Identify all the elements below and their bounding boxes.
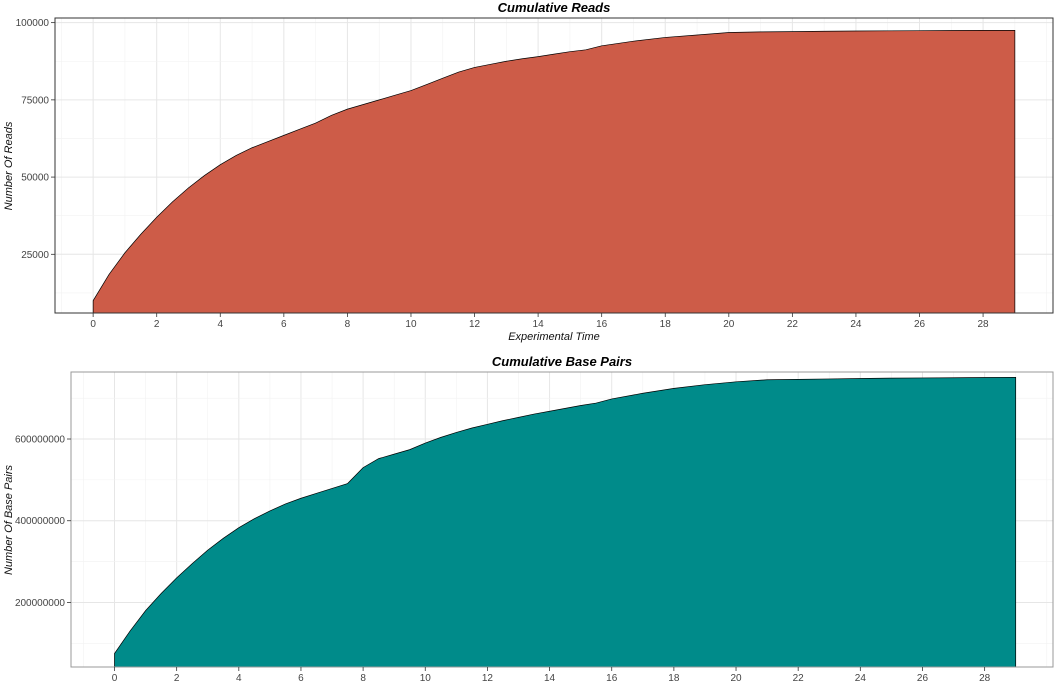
reads-x-tick-label: 24 — [850, 319, 862, 330]
base-pairs-x-tick-label: 18 — [668, 673, 680, 684]
reads-x-tick-label: 16 — [596, 319, 608, 330]
base-pairs-x-tick-label: 24 — [855, 673, 867, 684]
reads-y-axis-title: Number Of Reads — [3, 121, 15, 210]
base-pairs-x-tick-label: 26 — [917, 673, 929, 684]
reads-y-axis: 25000 50000 75000 100000 — [16, 18, 55, 261]
reads-x-axis-title: Experimental Time — [508, 331, 600, 343]
reads-x-tick-label: 6 — [281, 319, 287, 330]
base-pairs-y-tick-label: 600000000 — [15, 435, 65, 446]
base-pairs-x-tick-label: 14 — [544, 673, 556, 684]
reads-x-tick-label: 10 — [405, 319, 417, 330]
reads-x-tick-label: 4 — [217, 319, 223, 330]
base-pairs-area — [114, 376, 1017, 668]
reads-x-tick-label: 12 — [469, 319, 481, 330]
base-pairs-x-tick-label: 28 — [979, 673, 991, 684]
base-pairs-x-tick-label: 4 — [236, 673, 242, 684]
base-pairs-x-tick-label: 20 — [730, 673, 742, 684]
reads-plot-border — [54, 17, 1054, 314]
reads-x-tick-label: 8 — [345, 319, 351, 330]
reads-x-tick-label: 20 — [723, 319, 735, 330]
reads-chart: Cumulative Reads 25000 50000 75000 100000 0… — [3, 0, 1054, 343]
reads-x-tick-label: 22 — [787, 319, 799, 330]
reads-y-tick-label: 50000 — [21, 173, 49, 184]
reads-x-tick-label: 26 — [914, 319, 926, 330]
base-pairs-y-tick-label: 200000000 — [15, 598, 65, 609]
base-pairs-x-tick-label: 8 — [360, 673, 366, 684]
reads-x-tick-label: 0 — [90, 319, 96, 330]
base-pairs-y-axis-title: Number Of Base Pairs — [3, 464, 15, 575]
base-pairs-x-tick-label: 10 — [420, 673, 432, 684]
reads-chart-title: Cumulative Reads — [498, 0, 611, 15]
base-pairs-x-tick-label: 0 — [112, 673, 118, 684]
base-pairs-x-tick-label: 2 — [174, 673, 180, 684]
base-pairs-x-tick-label: 12 — [482, 673, 494, 684]
base-pairs-x-tick-label: 6 — [298, 673, 304, 684]
base-pairs-x-tick-label: 16 — [606, 673, 618, 684]
reads-y-tick-label: 75000 — [21, 95, 49, 106]
reads-y-tick-label: 25000 — [21, 250, 49, 261]
base-pairs-plot-border — [70, 371, 1054, 668]
base-pairs-chart: Cumulative Base Pairs 200000000 400000000… — [3, 354, 1054, 684]
base-pairs-x-tick-label: 22 — [793, 673, 805, 684]
reads-area — [92, 30, 1016, 314]
reads-y-tick-label: 100000 — [16, 18, 50, 29]
base-pairs-x-axis: 0 2 4 6 8 10 12 14 16 18 20 22 24 26 28 — [112, 667, 991, 684]
reads-x-axis: 0 2 4 6 8 10 12 14 16 18 20 22 24 26 28 — [90, 313, 989, 330]
reads-x-tick-label: 2 — [154, 319, 160, 330]
base-pairs-y-axis: 200000000 400000000 600000000 — [15, 435, 71, 609]
base-pairs-y-tick-label: 400000000 — [15, 516, 65, 527]
base-pairs-chart-title: Cumulative Base Pairs — [492, 354, 632, 369]
reads-x-tick-label: 18 — [660, 319, 672, 330]
reads-x-tick-label: 14 — [533, 319, 545, 330]
reads-x-tick-label: 28 — [978, 319, 990, 330]
